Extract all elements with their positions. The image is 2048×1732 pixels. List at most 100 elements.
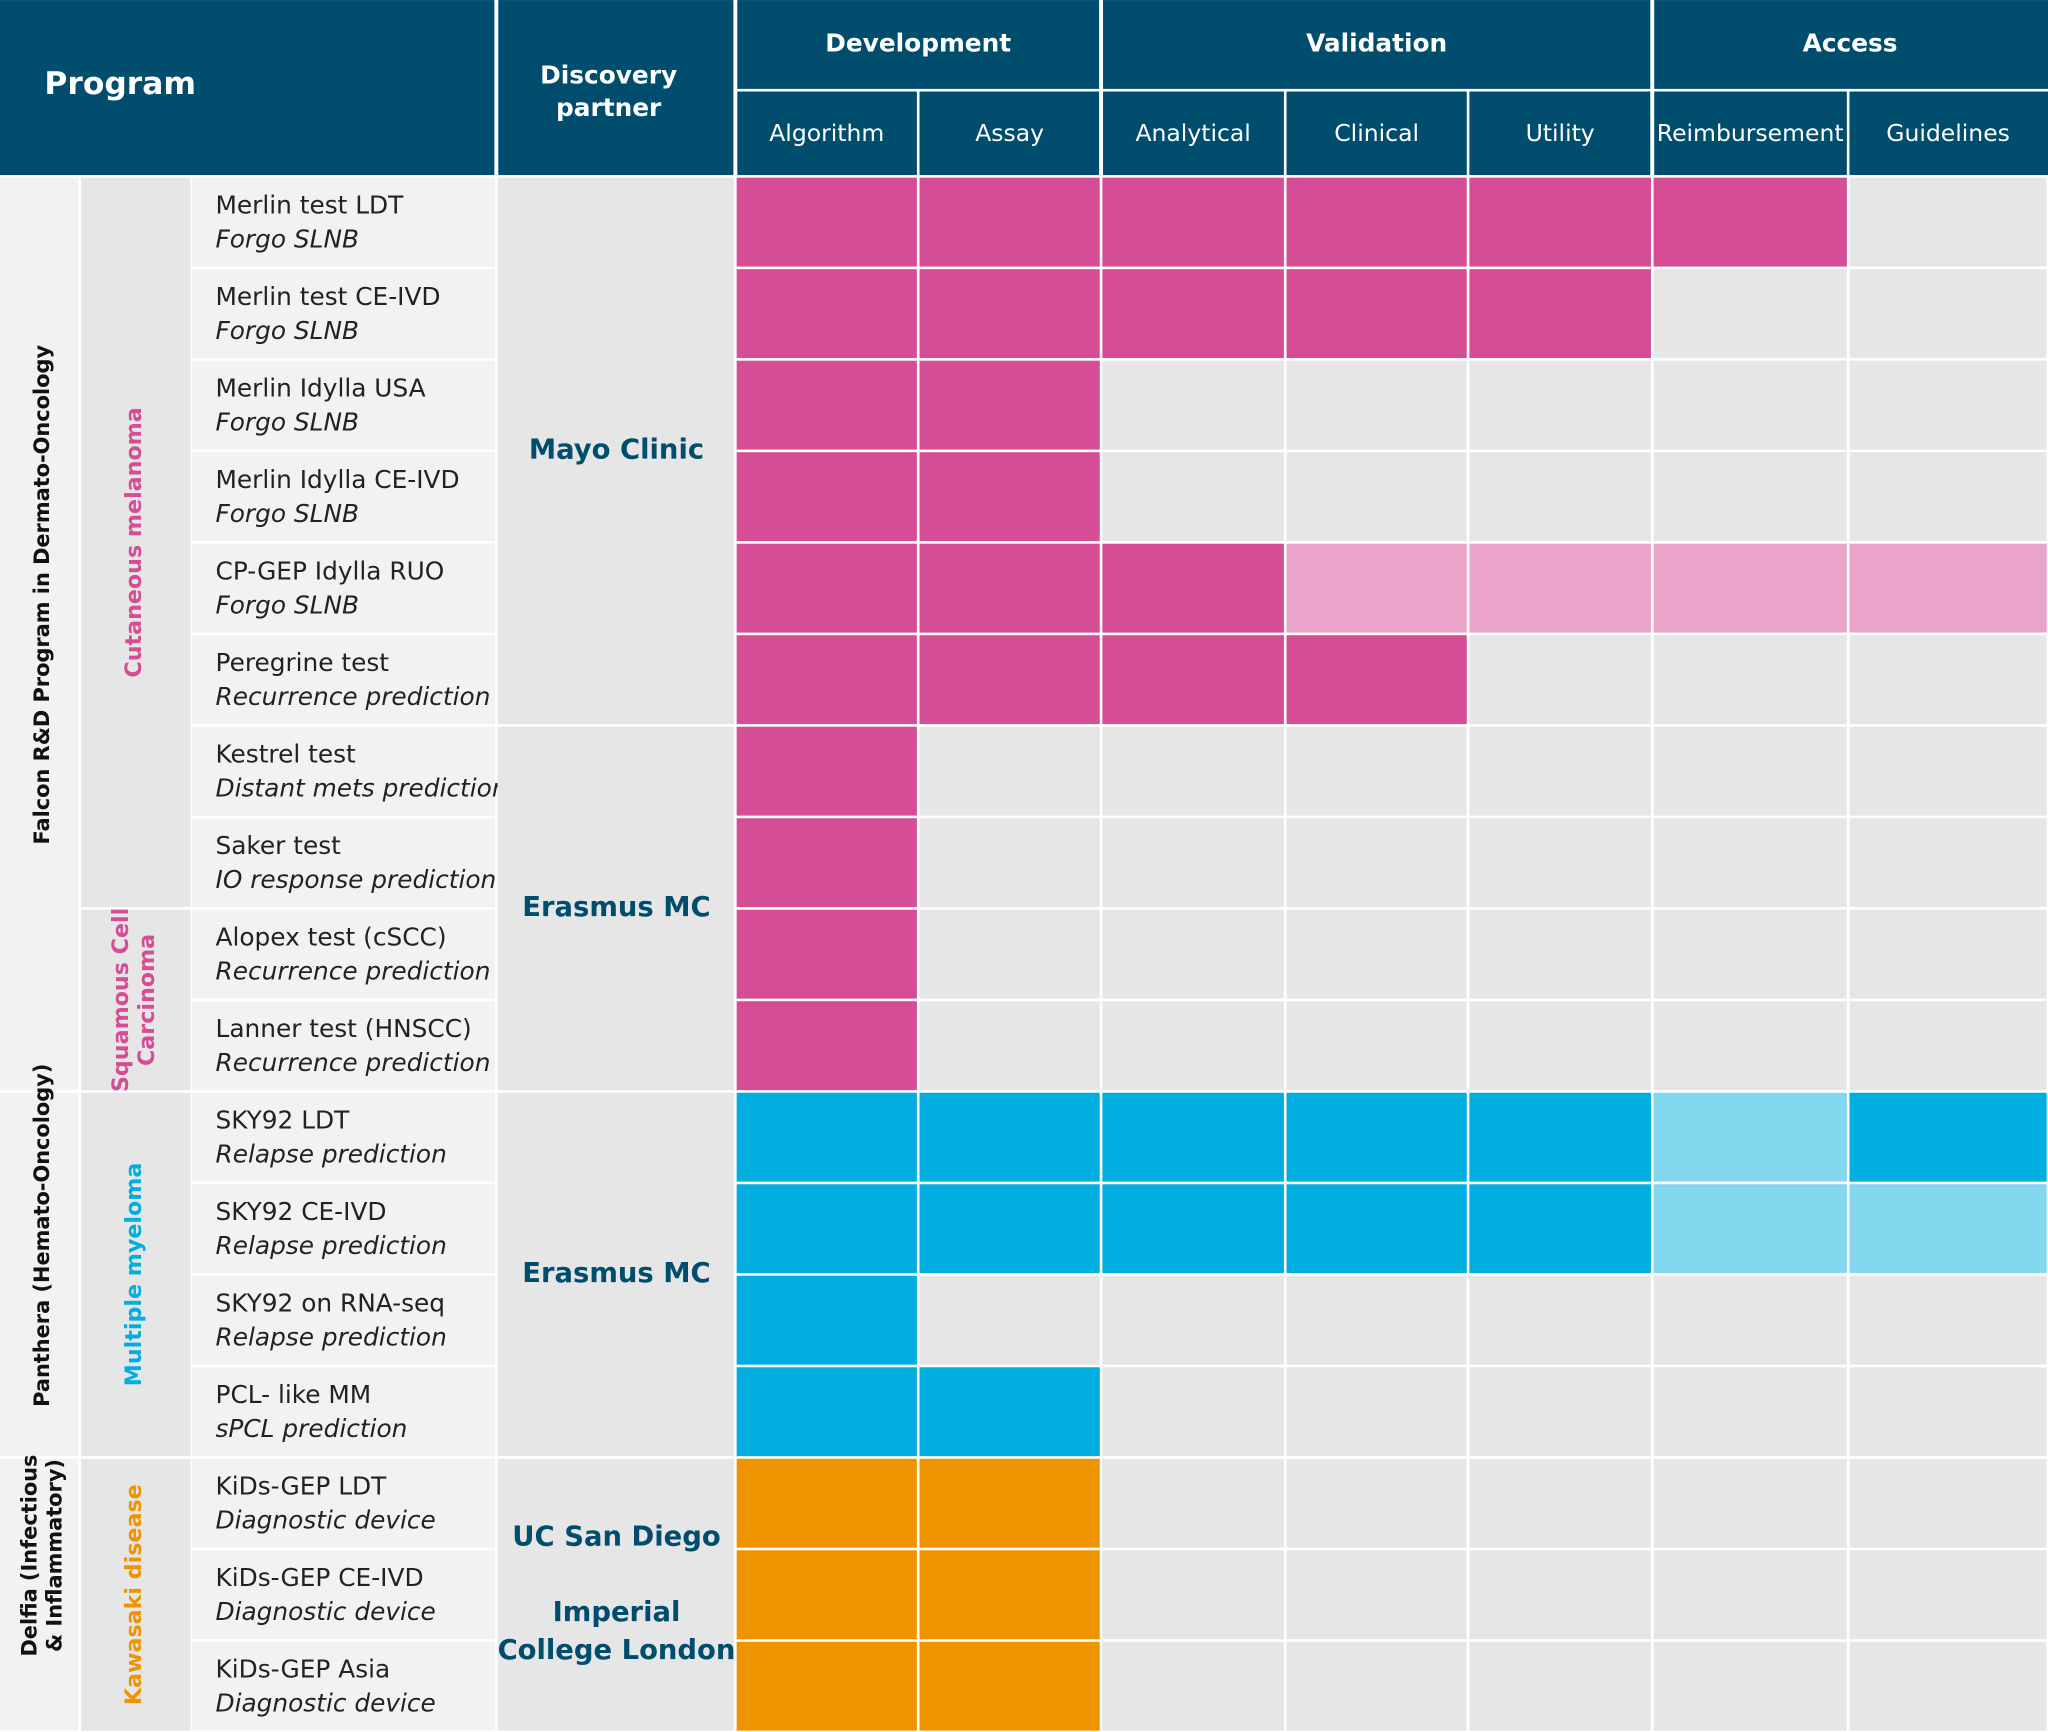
stage-cell <box>1286 1092 1467 1182</box>
program-use: Relapse prediction <box>216 1231 447 1260</box>
phase-label: Access <box>1803 28 1898 57</box>
stage-cell <box>736 1184 917 1274</box>
stage-cell <box>1849 1092 2047 1182</box>
stage-cell <box>1653 1001 1847 1091</box>
group-name: Panthera (Hemato-Oncology) <box>30 1064 54 1407</box>
program-name: Kestrel test <box>216 739 356 768</box>
stage-cell <box>1286 177 1467 267</box>
stage-cell <box>1653 1184 1847 1274</box>
phase-label: Validation <box>1306 28 1447 57</box>
stage-cell <box>919 1092 1100 1182</box>
stage-cell <box>1286 543 1467 633</box>
group-name: & Inflammatory) <box>43 1459 67 1652</box>
stage-cell <box>1286 1184 1467 1274</box>
stage-cell <box>1286 1550 1467 1640</box>
program-cell <box>192 360 496 450</box>
stage-cell <box>1469 1367 1651 1457</box>
indication-name: Carcinoma <box>134 934 160 1066</box>
stage-cell <box>1849 543 2047 633</box>
stage-cell <box>736 1458 917 1548</box>
stage-cell <box>1102 726 1284 816</box>
program-cell <box>192 177 496 267</box>
stage-cell <box>1102 1275 1284 1365</box>
program-cell <box>192 1367 496 1457</box>
stage-cell <box>1849 360 2047 450</box>
indication-cell <box>80 1458 191 1731</box>
stage-cell <box>1286 726 1467 816</box>
phase-label: Development <box>825 28 1011 57</box>
program-cell <box>192 1641 496 1731</box>
stage-cell <box>736 909 917 999</box>
program-use: IO response prediction <box>216 865 497 894</box>
program-cell <box>192 635 496 725</box>
stage-cell <box>1102 1001 1284 1091</box>
header-bg <box>0 0 2048 176</box>
program-use: Diagnostic device <box>216 1505 436 1534</box>
header-program: Program <box>44 66 196 102</box>
stage-cell <box>1469 269 1651 359</box>
stage-cell <box>736 818 917 908</box>
stage-cell <box>1286 1001 1467 1091</box>
stage-cell <box>1653 635 1847 725</box>
stage-cell <box>1102 360 1284 450</box>
stage-cell <box>1469 1458 1651 1548</box>
stage-cell <box>919 909 1100 999</box>
stage-cell <box>919 1001 1100 1091</box>
stage-label: Reimbursement <box>1657 119 1844 147</box>
stage-label: Analytical <box>1135 119 1250 147</box>
stage-cell <box>1469 909 1651 999</box>
stage-cell <box>1286 360 1467 450</box>
stage-cell <box>1653 1641 1847 1731</box>
stage-cell <box>919 818 1100 908</box>
stage-cell <box>1102 909 1284 999</box>
program-name: SKY92 on RNA-seq <box>216 1288 446 1317</box>
stage-cell <box>1286 1275 1467 1365</box>
indication-name: Cutaneous melanoma <box>121 407 147 677</box>
header-partner: partner <box>556 93 662 122</box>
indication-cell <box>80 909 191 1091</box>
partner-cell <box>497 177 735 725</box>
program-cell <box>192 1275 496 1365</box>
stage-cell <box>1102 269 1284 359</box>
stage-cell <box>736 543 917 633</box>
program-name: Peregrine test <box>216 648 390 677</box>
stage-cell <box>736 452 917 542</box>
stage-cell <box>1469 1001 1651 1091</box>
stage-cell <box>1653 452 1847 542</box>
program-use: Recurrence prediction <box>216 1048 491 1077</box>
stage-cell <box>1653 543 1847 633</box>
stage-cell <box>1653 1367 1847 1457</box>
group-name: Falcon R&D Program in Dermato-Oncology <box>30 345 54 845</box>
partner-cell <box>497 1458 735 1731</box>
stage-cell <box>1849 452 2047 542</box>
stage-cell <box>1286 1641 1467 1731</box>
program-cell <box>192 1001 496 1091</box>
program-cell <box>192 909 496 999</box>
program-use: Distant mets prediction <box>216 773 508 802</box>
stage-cell <box>1653 177 1847 267</box>
program-name: KiDs-GEP CE-IVD <box>216 1563 424 1592</box>
stage-cell <box>1286 452 1467 542</box>
program-name: SKY92 CE-IVD <box>216 1197 387 1226</box>
stage-cell <box>1849 1184 2047 1274</box>
stage-cell <box>1469 1275 1651 1365</box>
stage-cell <box>1102 635 1284 725</box>
stage-cell <box>1469 818 1651 908</box>
program-name: Merlin Idylla CE-IVD <box>216 465 460 494</box>
program-use: Relapse prediction <box>216 1139 447 1168</box>
stage-cell <box>1102 1367 1284 1457</box>
stage-cell <box>1849 177 2047 267</box>
program-use: Forgo SLNB <box>216 590 360 619</box>
stage-cell <box>1849 1550 2047 1640</box>
partner-name: Erasmus MC <box>522 892 710 923</box>
stage-cell <box>1849 818 2047 908</box>
stage-cell <box>1286 635 1467 725</box>
program-use: Forgo SLNB <box>216 499 360 528</box>
stage-cell <box>1469 452 1651 542</box>
program-use: Diagnostic device <box>216 1688 436 1717</box>
stage-cell <box>1653 909 1847 999</box>
program-use: Forgo SLNB <box>216 407 360 436</box>
indication-cell <box>80 177 191 908</box>
stage-cell <box>1469 726 1651 816</box>
